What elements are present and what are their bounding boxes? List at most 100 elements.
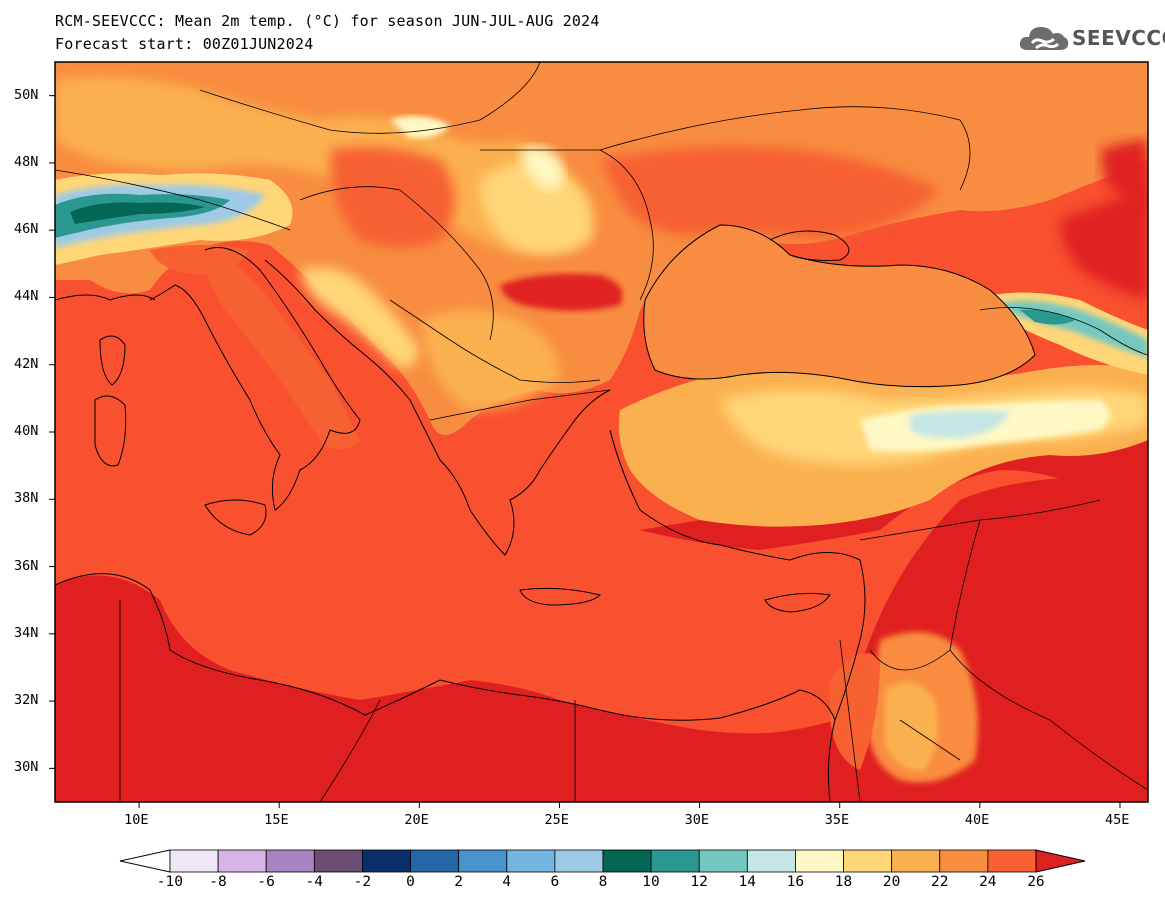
colorbar-swatch: [506, 849, 556, 873]
sardinia: [94, 395, 127, 467]
north-africa-coast: [55, 573, 836, 721]
colorbar-label: -8: [209, 874, 227, 890]
caucasus-cold: [1020, 309, 1075, 325]
forecast-start-label: Forecast start: 00Z01JUN2024: [55, 35, 314, 53]
lon-label: 25E: [544, 812, 569, 828]
colorbar-swatch: [746, 849, 796, 873]
colorbar: [119, 849, 1086, 873]
black-sea: [643, 225, 1035, 387]
colorbar-swatch: [795, 849, 844, 873]
colorbar-label: 26: [1027, 874, 1045, 890]
lon-ticks: [138, 802, 1121, 808]
border-jordan: [839, 639, 961, 802]
colorbar-swatch: [217, 849, 267, 873]
po-valley: [150, 245, 250, 275]
lat-label: 44N: [14, 288, 39, 305]
lat-label: 32N: [14, 692, 39, 709]
colorbar-swatch: [939, 849, 989, 873]
logo-text: SEEVCCC: [1072, 26, 1165, 50]
colorbar-label: -10: [156, 874, 183, 890]
cyprus: [764, 592, 831, 613]
border-ukraine: [599, 106, 971, 191]
colorbar-label: -2: [353, 874, 372, 890]
border-central-europe: [199, 62, 541, 134]
colorbar-swatch: [698, 849, 748, 873]
border-romania: [479, 149, 654, 301]
seevccc-logo: SEEVCCC: [1018, 22, 1165, 56]
colorbar-label: 0: [406, 874, 415, 890]
colorbar-swatch: [843, 849, 893, 873]
romanian-plain-hot: [500, 273, 623, 311]
south-turkey-hot-band: [640, 440, 1148, 550]
colorbar-label: 20: [882, 874, 901, 890]
colorbar-swatch: [602, 849, 652, 873]
lon-label: 45E: [1104, 812, 1130, 828]
lat-label: 34N: [14, 624, 39, 641]
colorbar-over-arrow: [1035, 849, 1086, 873]
border-balkans: [389, 299, 601, 383]
lat-label: 38N: [14, 490, 39, 507]
coastlines: [55, 224, 1036, 802]
colorbar-swatch: [554, 849, 604, 873]
sicily: [204, 499, 267, 536]
europe-central-cool: [55, 76, 593, 254]
colorbar-label: 2: [454, 874, 463, 890]
balkan-warm: [420, 310, 560, 410]
crete: [519, 587, 601, 606]
crimea-coast: [769, 230, 850, 261]
caspian-hot: [1100, 140, 1148, 210]
ukraine-warm: [600, 146, 940, 240]
corsica: [99, 335, 126, 386]
border-caucasus: [979, 307, 1148, 356]
greece-coast: [439, 389, 611, 556]
border-greece: [429, 389, 611, 421]
lat-label: 48N: [14, 153, 39, 170]
lon-label: 35E: [824, 812, 850, 828]
colorbar-swatch: [362, 849, 411, 873]
colorbar-swatch: [265, 849, 315, 873]
colorbar-label: 6: [550, 874, 560, 890]
lat-ticks: [49, 95, 55, 769]
turkey-south-coast: [609, 429, 861, 561]
lat-label: 36N: [14, 557, 39, 574]
lon-label: 40E: [964, 812, 990, 828]
map-field: [55, 62, 1148, 802]
lon-label: 10E: [124, 812, 149, 828]
north-africa-coast-warm: [160, 600, 835, 733]
colorbar-label: 22: [930, 874, 949, 890]
colorbar-label: 16: [786, 874, 805, 890]
pannonian-warm: [330, 146, 455, 248]
black-sea-coast: [643, 224, 1036, 388]
jordan-plateau-cool: [885, 682, 939, 771]
colorbar-swatch: [987, 849, 1037, 873]
lon-label: 15E: [264, 812, 289, 828]
carpathian-cool: [480, 162, 592, 254]
russia-hot: [1060, 190, 1148, 300]
lon-label: 30E: [684, 812, 709, 828]
colorbar-swatch: [313, 849, 363, 873]
dinaric-cool: [300, 267, 420, 368]
lat-label: 40N: [14, 423, 39, 439]
levant-coast: [827, 559, 866, 802]
colorbar-swatch: [410, 849, 460, 873]
colorbar-label: 12: [690, 874, 708, 890]
border-alps: [55, 169, 291, 231]
adriatic-east-coast: [264, 259, 441, 461]
map-title: RCM-SEEVCCC: Mean 2m temp. (°C) for seas…: [55, 12, 600, 30]
italy-warm: [200, 245, 360, 450]
border-egypt-libya: [119, 600, 576, 802]
lat-label: 30N: [14, 759, 39, 776]
alps-coldest: [70, 202, 205, 224]
colorbar-label: 18: [834, 874, 853, 890]
colorbar-label: 14: [738, 874, 756, 890]
colorbar-swatch: [650, 849, 700, 873]
country-borders: [55, 62, 1148, 802]
lon-label: 20E: [404, 812, 429, 828]
sinai-warm: [830, 653, 880, 770]
cloud-icon: [1019, 27, 1069, 50]
colorbar-label: -6: [257, 874, 275, 890]
colorbar-label: -4: [305, 874, 323, 890]
colorbar-under-arrow: [119, 849, 171, 873]
carpathian-coolest: [520, 146, 564, 190]
